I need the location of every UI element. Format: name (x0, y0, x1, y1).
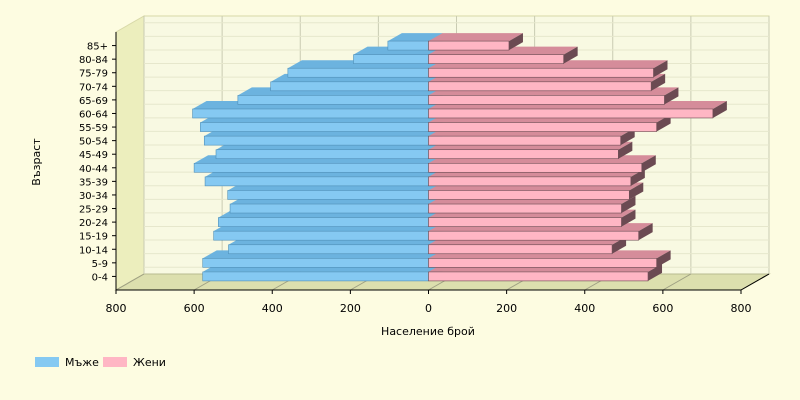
y-tick-label: 50-54 (79, 137, 108, 148)
bar-male-10-14-front (228, 244, 429, 255)
bar-female-25-29-front (428, 203, 622, 214)
bar-male-5-9-front (202, 258, 429, 268)
tick-labels-layer: 800 600 400 200 0 200 400 600 800 0-4 5-9 10-14 15-1… (79, 42, 752, 315)
y-tick-label: 25-29 (79, 205, 108, 216)
plot-left-wall (115, 15, 145, 291)
bar-male-20-24-front (218, 217, 429, 227)
bar-female-10-14-front (428, 244, 613, 255)
bar-female-85+-side (508, 33, 523, 51)
bar-female-55-59-side (656, 114, 671, 132)
bar-male-80-84-front (353, 54, 429, 64)
x-axis-depth-line (740, 273, 770, 291)
y-tick-label: 70-74 (79, 82, 108, 93)
bar-female-40-44-side (641, 155, 656, 173)
bar-female-85+-top (428, 33, 523, 42)
x-tick-label: 400 (574, 302, 595, 315)
bar-male-75-79-front (287, 67, 429, 78)
bar-female-65-69-front (428, 95, 665, 105)
bar-male-45-49-front (215, 149, 429, 160)
y-tick-label: 0-4 (92, 272, 108, 283)
bar-female-5-9-side (656, 250, 671, 268)
y-tick-label: 5-9 (92, 259, 108, 270)
bar-female-30-34-side (629, 182, 644, 200)
y-tick-label: 55-59 (79, 123, 108, 134)
x-tick-label: 800 (731, 302, 752, 315)
bar-male-60-64-front (192, 108, 429, 119)
y-tick-label: 35-39 (79, 177, 108, 188)
bar-female-65-69-side (664, 87, 679, 105)
bar-male-85+-front (387, 40, 429, 51)
bar-female-75-79-front (428, 67, 654, 78)
x-tick-label: 200 (496, 302, 517, 315)
bar-female-70-74-side (651, 73, 666, 91)
bar-female-0-4-front (428, 271, 649, 282)
bar-female-0-4-side (648, 263, 663, 281)
bar-male-30-34-front (227, 190, 429, 200)
bar-female-45-49-front (428, 149, 619, 160)
bar-female-80-84-side (563, 46, 578, 64)
bar-male-85+-top (387, 33, 443, 42)
y-axis-title: Възраст (30, 138, 43, 186)
bar-female-35-39-front (428, 176, 632, 187)
bar-female-55-59-front (428, 122, 657, 132)
bar-female-20-24-side (621, 209, 636, 227)
bar-female-60-64-front (428, 108, 714, 119)
legend-male-label: Мъже (65, 356, 99, 369)
bar-female-60-64-side (712, 100, 727, 118)
bar-female-30-34-front (428, 190, 630, 200)
y-tick-label: 20-24 (79, 218, 108, 229)
bar-male-55-59-front (200, 122, 429, 132)
bar-male-40-44-front (193, 162, 429, 173)
bar-female-35-39-side (630, 168, 645, 186)
grid-line-floor (115, 273, 145, 291)
y-tick-label: 80-84 (79, 55, 108, 66)
x-tick-label: 200 (340, 302, 361, 315)
bar-female-85+-front (428, 40, 510, 51)
bar-male-70-74-front (270, 81, 429, 92)
bar-male-35-39-front (204, 176, 429, 187)
bar-female-10-14-side (612, 236, 627, 254)
legend: Мъже Жени (35, 356, 166, 369)
bar-male-50-54-front (203, 135, 429, 146)
bar-female-5-9-front (428, 258, 657, 268)
y-tick-label: 30-34 (79, 191, 108, 202)
bar-male-0-4-front (202, 271, 429, 282)
y-tick-label: 60-64 (79, 109, 108, 120)
bar-female-20-24-front (428, 217, 622, 227)
x-tick-label: 600 (184, 302, 205, 315)
y-tick-label: 75-79 (79, 69, 108, 80)
bar-female-75-79-side (653, 60, 668, 78)
bar-female-85+ (428, 33, 523, 51)
bar-male-25-29-front (229, 203, 429, 214)
legend-female-swatch[interactable] (103, 357, 127, 367)
x-tick-label: 800 (106, 302, 127, 315)
legend-female-label: Жени (133, 356, 166, 369)
bar-female-50-54-side (620, 128, 635, 146)
x-axis-title: Население брой (381, 325, 475, 338)
y-tick-label: 10-14 (79, 245, 108, 256)
bar-female-25-29-side (621, 196, 636, 214)
x-tick-label: 400 (262, 302, 283, 315)
grid-line-floor (662, 273, 692, 291)
bar-male-15-19-front (213, 230, 429, 241)
bar-female-15-19-side (638, 223, 653, 241)
y-tick-label: 85+ (87, 42, 108, 53)
bar-female-80-84-front (428, 54, 564, 64)
bar-female-15-19-front (428, 230, 639, 241)
bar-female-50-54-front (428, 135, 621, 146)
bar-male-65-69-front (237, 95, 429, 105)
bar-female-45-49-side (618, 141, 633, 159)
y-tick-label: 65-69 (79, 96, 108, 107)
bar-female-70-74-front (428, 81, 652, 92)
y-tick-label: 15-19 (79, 232, 108, 243)
legend-male-swatch[interactable] (35, 357, 59, 367)
x-tick-label: 0 (425, 302, 432, 315)
bars-layer (192, 33, 727, 282)
y-tick-label: 45-49 (79, 150, 108, 161)
x-tick-label: 600 (652, 302, 673, 315)
bar-female-40-44-front (428, 162, 643, 173)
y-tick-label: 40-44 (79, 164, 108, 175)
